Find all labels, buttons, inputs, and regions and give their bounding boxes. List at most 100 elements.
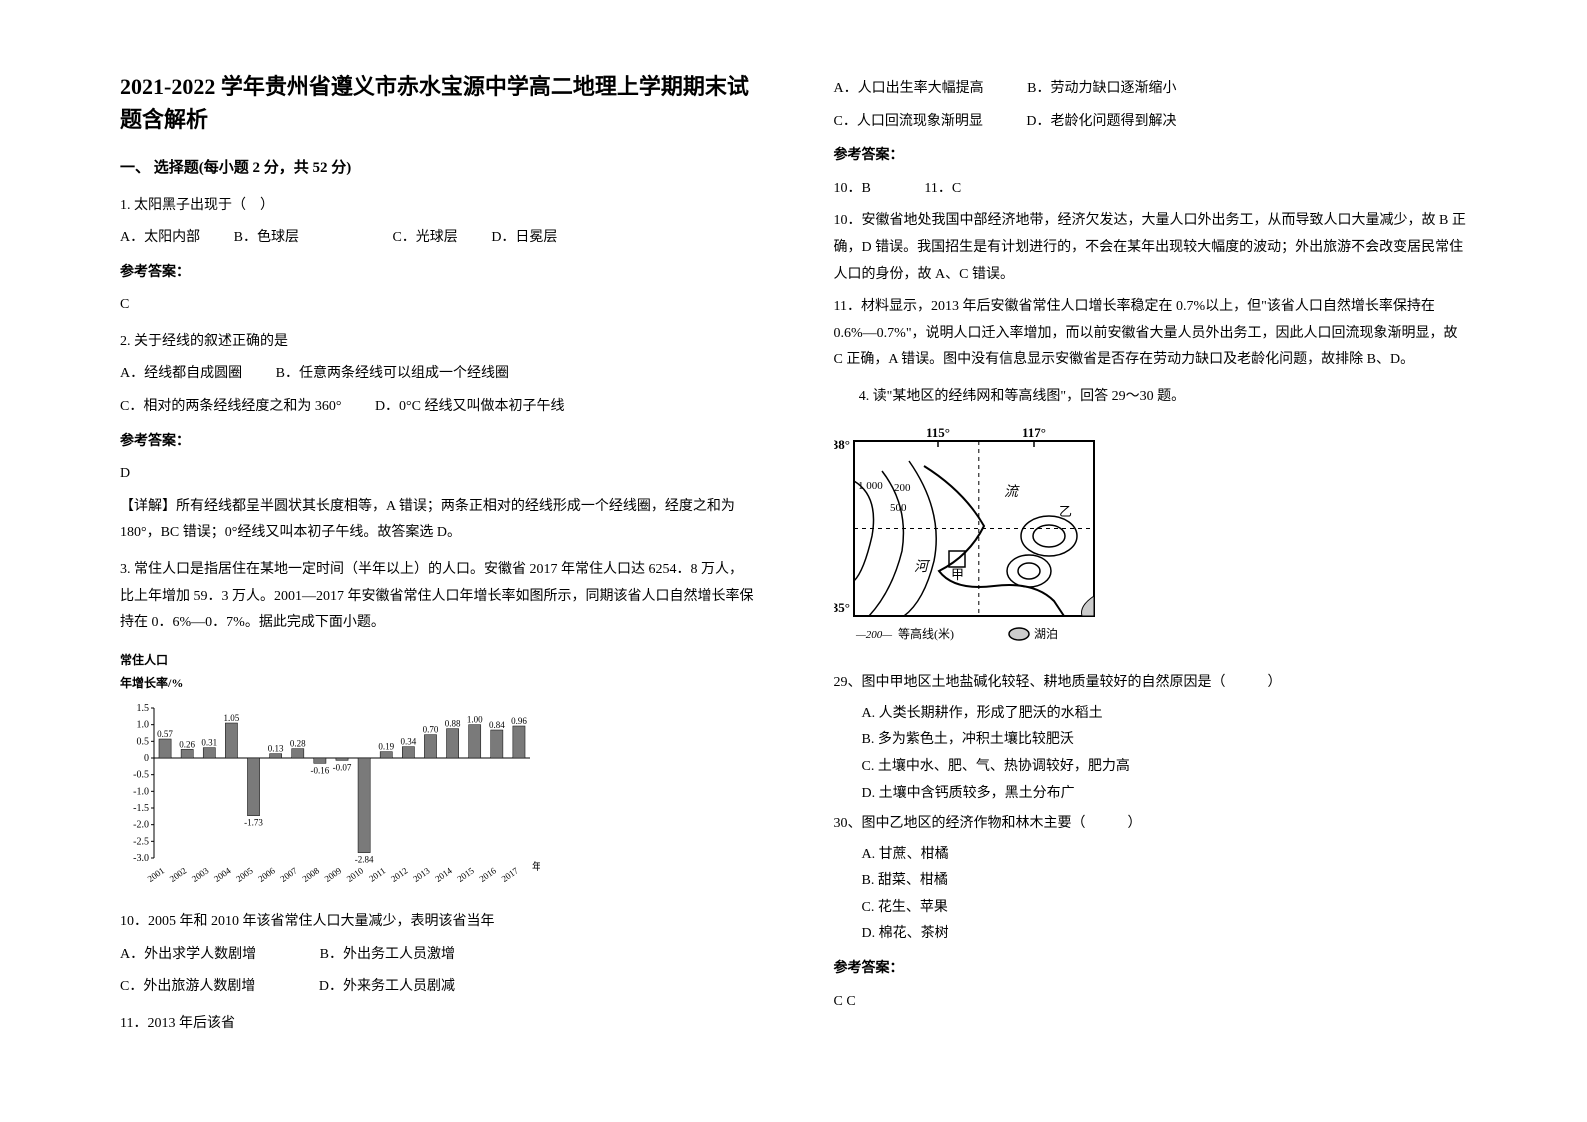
q1-stem: 1. 太阳黑子出现于（ ） (120, 193, 754, 220)
svg-text:1 000: 1 000 (858, 480, 883, 492)
q1-opt-a: A．太阳内部 (120, 225, 200, 252)
svg-text:0: 0 (144, 753, 149, 764)
q1-options: A．太阳内部 B．色球层 C．光球层 D．日冕层 (120, 225, 754, 252)
q2-opt-a: A．经线都自成圆圈 (120, 361, 242, 388)
svg-text:1.5: 1.5 (137, 703, 150, 714)
svg-text:-0.07: -0.07 (333, 763, 352, 773)
svg-text:-0.16: -0.16 (311, 766, 330, 776)
svg-text:1.0: 1.0 (137, 720, 150, 731)
svg-text:2006: 2006 (256, 866, 277, 885)
q11-answer-label: 参考答案： (834, 143, 1468, 170)
svg-text:-3.0: -3.0 (133, 853, 149, 864)
contour-map: 115°117°38°35°1 000500200流河甲乙—200—等高线(米)… (834, 421, 1124, 656)
q30-answer-label: 参考答案： (834, 956, 1468, 983)
svg-text:0.26: 0.26 (179, 740, 195, 750)
ans-11: 11．C (924, 181, 961, 196)
svg-text:—200—: —200— (855, 629, 892, 641)
q30-opt-c: C. 花生、苹果 (862, 895, 1468, 922)
svg-text:0.57: 0.57 (157, 729, 173, 739)
svg-text:2005: 2005 (234, 866, 255, 885)
q29-opt-c: C. 土壤中水、肥、气、热协调较好，肥力高 (862, 754, 1468, 781)
svg-text:流: 流 (1004, 484, 1020, 500)
q29-opt-b: B. 多为紫色土，冲积土壤比较肥沃 (862, 727, 1468, 754)
svg-text:等高线(米): 等高线(米) (898, 626, 954, 641)
q11-opt-b: B．劳动力缺口逐渐缩小 (1027, 76, 1176, 103)
q11-opt-a: A．人口出生率大幅提高 (834, 76, 984, 103)
q1-opt-b: B．色球层 (234, 225, 299, 252)
svg-text:-2.84: -2.84 (355, 855, 374, 865)
q2-stem: 2. 关于经线的叙述正确的是 (120, 329, 754, 356)
q2-opt-d: D．0°C 经线又叫做本初子午线 (375, 394, 565, 421)
svg-text:-2.0: -2.0 (133, 820, 149, 831)
q30-opt-d: D. 棉花、茶树 (862, 921, 1468, 948)
svg-text:甲: 甲 (951, 567, 964, 582)
q2-options: A．经线都自成圆圈 B．任意两条经线可以组成一个经线圈 (120, 361, 754, 388)
q10-explain: 10．安徽省地处我国中部经济地带，经济欠发达，大量人口外出务工，从而导致人口大量… (834, 208, 1468, 288)
svg-text:2011: 2011 (367, 866, 387, 884)
question-30: 30、图中乙地区的经济作物和林木主要（ ） (834, 811, 1468, 838)
map-container: 115°117°38°35°1 000500200流河甲乙—200—等高线(米)… (834, 421, 1468, 667)
svg-text:0.19: 0.19 (378, 742, 394, 752)
svg-text:-1.73: -1.73 (244, 818, 263, 828)
svg-text:2015: 2015 (455, 866, 476, 885)
q10-opt-d: D．外来务工人员剧减 (319, 974, 455, 1001)
question-1: 1. 太阳黑子出现于（ ） A．太阳内部 B．色球层 C．光球层 D．日冕层 参… (120, 193, 754, 319)
svg-text:2016: 2016 (477, 866, 498, 885)
svg-text:2002: 2002 (168, 866, 188, 885)
svg-text:年: 年 (532, 860, 540, 873)
svg-text:2001: 2001 (146, 866, 166, 885)
svg-text:-1.5: -1.5 (133, 803, 149, 814)
q1-answer: C (120, 292, 754, 319)
q10-options: A．外出求学人数剧增 B．外出务工人员激增 (120, 942, 754, 969)
svg-text:1.05: 1.05 (224, 713, 240, 723)
population-chart: 常住人口年增长率/% 1.51.00.50-0.5-1.0-1.5-2.0-2.… (120, 649, 540, 897)
question-4-intro: 4. 读"某地区的经纬网和等高线图"，回答 29～30 题。 (834, 384, 1468, 411)
svg-text:0.70: 0.70 (423, 725, 439, 735)
left-column: 2021-2022 学年贵州省遵义市赤水宝源中学高二地理上学期期末试题含解析 一… (100, 70, 794, 1082)
svg-text:1.00: 1.00 (467, 715, 483, 725)
q10-stem: 10．2005 年和 2010 年该省常住人口大量减少，表明该省当年 (120, 909, 754, 936)
q29-opt-a: A. 人类长期耕作，形成了肥沃的水稻土 (862, 701, 1468, 728)
svg-text:-1.0: -1.0 (133, 787, 149, 798)
svg-text:38°: 38° (834, 437, 850, 452)
svg-text:2010: 2010 (345, 866, 366, 885)
svg-text:2013: 2013 (411, 866, 432, 885)
svg-text:2009: 2009 (323, 866, 344, 885)
svg-text:2004: 2004 (212, 866, 233, 885)
q10-options-2: C．外出旅游人数剧增 D．外来务工人员剧减 (120, 974, 754, 1001)
q1-opt-c: C．光球层 (392, 225, 457, 252)
q2-opt-c: C．相对的两条经线经度之和为 360° (120, 394, 341, 421)
svg-text:0.96: 0.96 (511, 716, 527, 726)
q29-opt-d: D. 土壤中含钙质较多，黑土分布广 (862, 781, 1468, 808)
q11-opt-c: C．人口回流现象渐明显 (834, 109, 983, 136)
q10-opt-a: A．外出求学人数剧增 (120, 942, 256, 969)
svg-text:-2.5: -2.5 (133, 837, 149, 848)
q11-opt-d: D．老龄化问题得到解决 (1026, 109, 1176, 136)
svg-text:0.34: 0.34 (400, 737, 416, 747)
q30-opt-b: B. 甜菜、柑橘 (862, 868, 1468, 895)
q1-opt-d: D．日冕层 (491, 225, 557, 252)
q11-options: A．人口出生率大幅提高 B．劳动力缺口逐渐缩小 (834, 76, 1468, 103)
q2-opt-b: B．任意两条经线可以组成一个经线圈 (276, 361, 509, 388)
q2-answer: D (120, 461, 754, 488)
svg-text:0.28: 0.28 (290, 739, 306, 749)
q2-explain: 【详解】所有经线都呈半圆状其长度相等，A 错误；两条正相对的经线形成一个经线圈，… (120, 494, 754, 547)
q10-opt-c: C．外出旅游人数剧增 (120, 974, 255, 1001)
svg-text:0.5: 0.5 (137, 737, 150, 748)
q1-answer-label: 参考答案： (120, 260, 754, 287)
q10-opt-b: B．外出务工人员激增 (320, 942, 455, 969)
q29-30-answer: C C (834, 989, 1468, 1016)
doc-title: 2021-2022 学年贵州省遵义市赤水宝源中学高二地理上学期期末试题含解析 (120, 70, 754, 136)
svg-text:2012: 2012 (389, 866, 409, 885)
right-column: A．人口出生率大幅提高 B．劳动力缺口逐渐缩小 C．人口回流现象渐明显 D．老龄… (794, 70, 1488, 1082)
q11-options-2: C．人口回流现象渐明显 D．老龄化问题得到解决 (834, 109, 1468, 136)
svg-text:200: 200 (894, 482, 911, 494)
svg-text:2014: 2014 (433, 866, 454, 885)
q10-q11-answers: 10．B 11．C (834, 176, 1468, 203)
svg-text:0.84: 0.84 (489, 720, 505, 730)
svg-text:117°: 117° (1022, 425, 1046, 440)
section-1-header: 一、 选择题(每小题 2 分，共 52 分) (120, 154, 754, 183)
svg-text:2003: 2003 (190, 866, 211, 885)
svg-text:乙: 乙 (1059, 504, 1072, 519)
q2-options-2: C．相对的两条经线经度之和为 360° D．0°C 经线又叫做本初子午线 (120, 394, 754, 421)
